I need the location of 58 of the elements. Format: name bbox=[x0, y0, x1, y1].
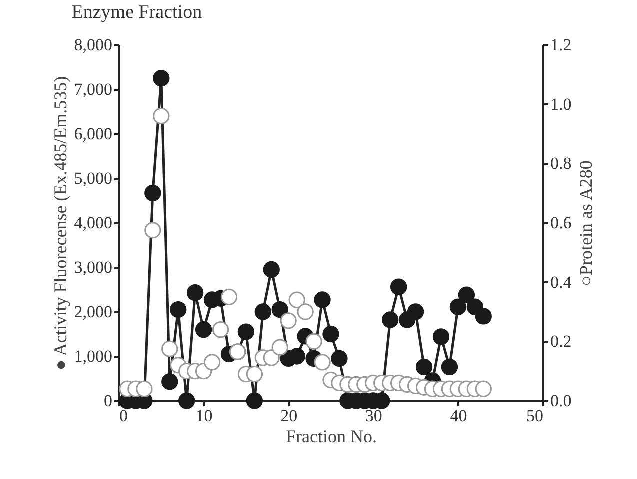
point bbox=[153, 70, 170, 87]
point bbox=[407, 304, 424, 320]
point bbox=[416, 358, 433, 376]
y2-tick-label: 0.2 bbox=[550, 332, 572, 352]
y-tick-label: 8,000 bbox=[74, 36, 112, 54]
y-tick-label: 4,000 bbox=[74, 214, 112, 232]
point bbox=[246, 366, 264, 383]
point bbox=[331, 350, 348, 368]
x-tick-label: 40 bbox=[450, 406, 468, 426]
point bbox=[432, 328, 450, 346]
x-tick-label: 30 bbox=[365, 406, 382, 426]
point bbox=[220, 288, 238, 306]
point bbox=[314, 292, 331, 308]
y-tick-label: 0 bbox=[104, 392, 112, 410]
y-tick-label: 2,000 bbox=[74, 302, 112, 322]
y2-tick-label: 0.6 bbox=[550, 214, 572, 232]
point bbox=[254, 304, 272, 320]
point bbox=[162, 340, 178, 358]
y2-tick-label: 0.0 bbox=[550, 392, 572, 410]
point bbox=[153, 108, 170, 125]
y2-tick-label: 1.2 bbox=[550, 36, 572, 54]
y-tick-label: 1,000 bbox=[74, 347, 112, 366]
point bbox=[450, 298, 467, 316]
point bbox=[272, 301, 288, 318]
x-tick-label: 0 bbox=[120, 406, 128, 426]
point bbox=[170, 301, 187, 318]
point bbox=[195, 321, 212, 338]
y-tick-label: 5,000 bbox=[74, 169, 112, 188]
point bbox=[136, 380, 153, 398]
text: Enzyme Fraction bbox=[72, 2, 203, 23]
point bbox=[186, 284, 204, 302]
point bbox=[475, 308, 492, 325]
point bbox=[314, 354, 331, 371]
y2-tick-label: 1.0 bbox=[550, 94, 572, 114]
x-tick-label: 50 bbox=[526, 406, 544, 426]
point bbox=[162, 374, 178, 390]
x-tick-label: 20 bbox=[280, 406, 298, 426]
x-axis-title: Fraction No. bbox=[286, 426, 377, 446]
y2-axis-title: ○Protein as A280 bbox=[576, 160, 596, 286]
point bbox=[263, 261, 280, 278]
point bbox=[441, 358, 458, 376]
x-tick-label: 10 bbox=[196, 406, 213, 426]
point bbox=[144, 184, 162, 202]
y-axis-title: ● Activity Fluorecense (Ex.485/Em.535) bbox=[50, 76, 70, 371]
point bbox=[246, 392, 264, 410]
point bbox=[238, 324, 255, 340]
y-tick-label: 6,000 bbox=[74, 124, 112, 144]
point bbox=[322, 326, 340, 343]
y2-tick-label: 0.4 bbox=[550, 272, 572, 292]
point bbox=[390, 278, 408, 296]
point bbox=[306, 333, 322, 350]
y-tick-label: 7,000 bbox=[74, 80, 112, 99]
point bbox=[382, 312, 399, 328]
y2-tick-label: 0.8 bbox=[550, 154, 572, 174]
y-tick-label: 3,000 bbox=[74, 258, 112, 277]
point bbox=[178, 392, 196, 410]
point bbox=[144, 222, 162, 239]
point bbox=[458, 286, 476, 304]
